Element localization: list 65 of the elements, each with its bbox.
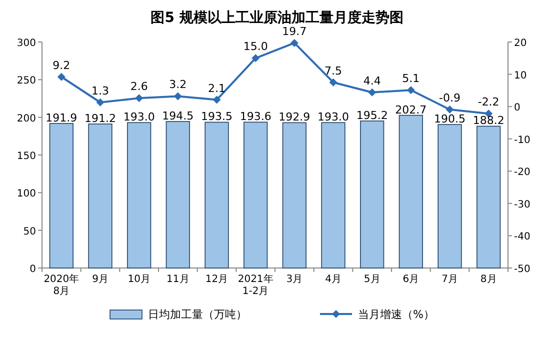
data-label: 5.1 [402,72,420,86]
x-tick-label: 2021年 1-2月 [238,273,274,297]
data-label: 191.9 [46,111,78,124]
data-label: 4.4 [363,74,381,88]
point [174,92,182,100]
y2-tick-label: 20 [514,38,527,49]
x-tick-label: 9月 [92,274,108,285]
point [96,98,104,106]
data-label: 2.1 [208,82,226,95]
y-tick-label: 200 [16,113,36,124]
point [406,86,415,94]
y2-tick-label: 10 [514,70,527,82]
x-tick-label: 11月 [166,274,190,285]
point [446,105,454,114]
point [135,94,144,102]
legend-label: 当月增速（%） [358,308,434,321]
data-label: 3.2 [169,78,187,92]
point [290,38,298,47]
data-label: 193.6 [240,110,272,124]
point [252,54,260,62]
point [212,96,221,104]
data-label: 193.0 [318,110,349,124]
data-label: 193.0 [123,110,155,124]
y2-tick-label: 0 [514,102,520,114]
x-tick-label: 2020年 8月 [44,273,80,297]
x-tick-label: 8月 [480,274,497,285]
y-tick-label: 50 [23,226,36,238]
y2-tick-label: -40 [514,232,530,243]
data-label: 1.3 [92,84,109,98]
y-tick-label: 250 [16,76,36,87]
data-label: -2.2 [478,96,500,109]
y2-tick-label: -20 [514,167,530,178]
data-label: 191.2 [84,112,116,125]
x-tick-label: 7月 [442,274,458,285]
x-tick-label: 6月 [402,274,420,285]
data-label: -0.9 [439,91,460,104]
data-label: 202.7 [395,103,427,116]
y2-tick-label: -30 [514,199,530,210]
data-label: 193.5 [201,110,232,124]
data-label: 190.5 [434,112,466,126]
chart-title: 图5 规模以上工业原油加工量月度走势图 [150,9,404,26]
x-tick-label: 10月 [128,274,150,285]
point [329,78,338,86]
x-tick-label: 4月 [325,274,342,285]
x-tick-label: 5月 [364,274,380,285]
data-label: 192.9 [278,110,310,124]
y-tick-label: 0 [30,264,36,275]
point [368,88,376,96]
y2-tick-label: -10 [514,134,530,146]
x-tick-label: 3月 [286,274,303,285]
data-label: 7.5 [324,64,342,78]
y-tick-label: 150 [16,151,36,162]
x-tick-label: 12月 [205,274,228,285]
y-tick-label: 100 [16,188,36,200]
data-label: 188.2 [472,114,504,128]
data-label: 15.0 [243,40,268,54]
data-label: 9.2 [52,58,70,72]
y-tick-label: 300 [16,38,36,49]
point [57,72,66,81]
data-label: 2.6 [130,80,148,94]
data-label: 194.5 [162,109,194,122]
y2-tick-label: -50 [514,264,530,275]
data-label: 195.2 [356,108,388,122]
legend-label: 日均加工量（万吨） [148,308,247,321]
data-label: 19.7 [282,24,307,38]
